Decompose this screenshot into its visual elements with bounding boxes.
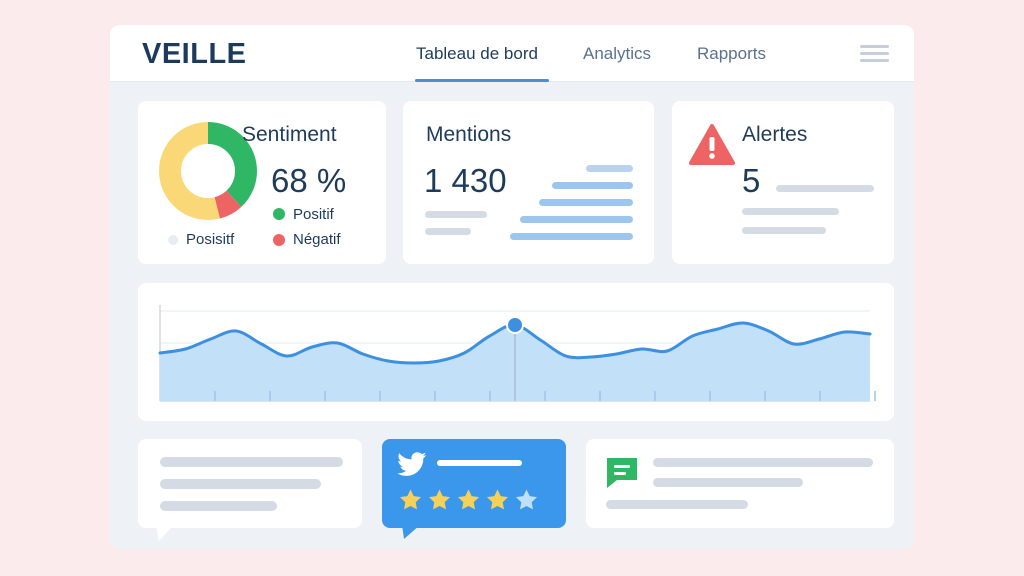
speech-tail-icon xyxy=(402,525,420,539)
text-placeholder xyxy=(425,228,471,235)
dashboard-window: VEILLE Tableau de bord Analytics Rapport… xyxy=(110,25,914,549)
alerts-title: Alertes xyxy=(742,123,808,146)
star-filled-icon xyxy=(487,489,508,510)
text-placeholder xyxy=(160,501,277,511)
tweet-text-placeholder xyxy=(437,460,522,466)
tab-reports[interactable]: Rapports xyxy=(697,44,766,63)
positive-legend-label: Positif xyxy=(293,206,334,223)
text-placeholder xyxy=(425,211,487,218)
hamburger-menu-icon[interactable] xyxy=(860,43,890,65)
twitter-review-card[interactable] xyxy=(382,439,566,528)
negative-legend-label: Négatif xyxy=(293,231,341,248)
trend-highlight-point xyxy=(506,316,524,334)
mentions-value: 1 430 xyxy=(424,162,507,199)
positive-legend-dot xyxy=(273,208,285,220)
sentiment-card: Sentiment 68 % Positif Posisitf Négatif xyxy=(138,101,386,264)
app-logo: VEILLE xyxy=(142,38,247,70)
sentiment-title: Sentiment xyxy=(242,123,337,146)
posisitf-legend-dot xyxy=(168,235,178,245)
negative-legend-dot xyxy=(273,234,285,246)
text-placeholder xyxy=(160,479,321,489)
speech-tail-icon xyxy=(156,525,174,541)
mentions-bar xyxy=(510,233,633,240)
donut-slice xyxy=(159,122,257,220)
alerts-value: 5 xyxy=(742,162,761,199)
warning-triangle-icon xyxy=(689,124,735,165)
tab-analytics[interactable]: Analytics xyxy=(583,44,652,63)
top-bar: VEILLE Tableau de bord Analytics Rapport… xyxy=(110,25,914,82)
mentions-bar xyxy=(552,182,633,189)
text-placeholder xyxy=(160,457,343,467)
star-filled-icon xyxy=(458,489,479,510)
chat-bubble-icon xyxy=(607,458,637,488)
active-tab-indicator xyxy=(415,79,549,82)
mentions-bar xyxy=(520,216,633,223)
post-card-left[interactable] xyxy=(138,439,362,528)
trend-x-ticks xyxy=(214,391,876,401)
text-placeholder xyxy=(776,185,874,192)
twitter-bird-icon xyxy=(397,452,427,476)
star-empty-icon xyxy=(516,489,537,510)
alerts-card: Alertes 5 xyxy=(672,101,894,264)
star-filled-icon xyxy=(429,489,450,510)
posisitf-legend-label: Posisitf xyxy=(186,231,235,248)
text-placeholder xyxy=(742,227,826,234)
text-placeholder xyxy=(653,478,803,487)
text-placeholder xyxy=(653,458,873,467)
mentions-card: Mentions 1 430 xyxy=(403,101,654,264)
mentions-trend-chart xyxy=(158,305,876,402)
text-placeholder xyxy=(606,500,748,509)
trend-chart-card xyxy=(138,283,894,421)
sentiment-donut-chart xyxy=(159,122,257,220)
sentiment-value: 68 % xyxy=(271,162,347,199)
mentions-bar xyxy=(586,165,633,172)
text-placeholder xyxy=(742,208,839,215)
star-filled-icon xyxy=(400,489,421,510)
mentions-title: Mentions xyxy=(426,123,512,146)
post-card-right[interactable] xyxy=(586,439,894,528)
tab-dashboard[interactable]: Tableau de bord xyxy=(416,44,538,63)
mentions-bar xyxy=(539,199,633,206)
rating-stars xyxy=(398,488,539,512)
